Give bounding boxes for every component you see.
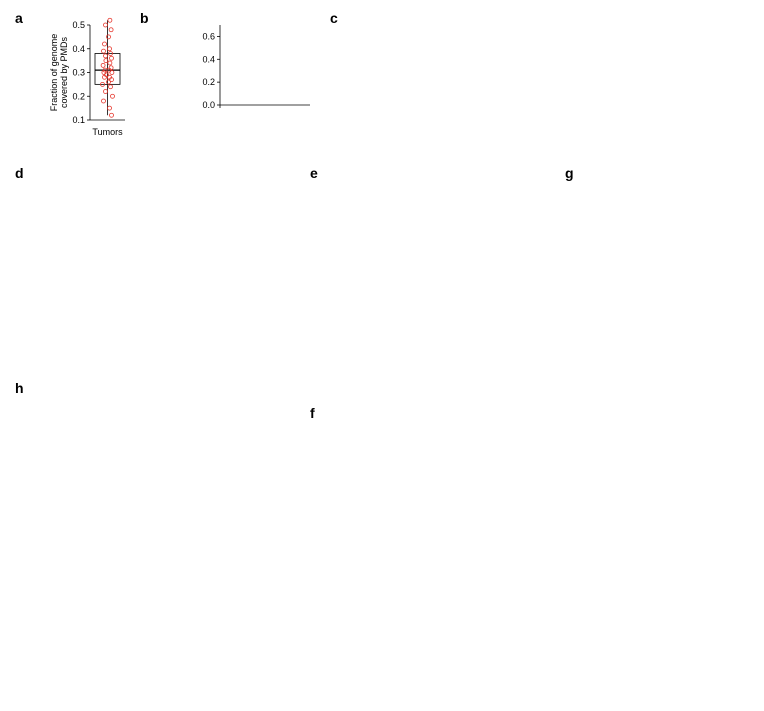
svg-text:0.5: 0.5: [72, 20, 85, 30]
panel-e: [340, 175, 540, 375]
svg-text:0.2: 0.2: [202, 77, 215, 87]
panel-f: [340, 415, 540, 690]
panel-h: [35, 390, 295, 600]
svg-text:Fraction of genomecovered by P: Fraction of genomecovered by PMDs: [49, 34, 69, 112]
svg-text:0.4: 0.4: [72, 44, 85, 54]
label-c: c: [330, 10, 338, 26]
panel-d: [40, 175, 290, 350]
svg-text:0.6: 0.6: [202, 31, 215, 41]
panel-c: [355, 20, 745, 150]
label-h: h: [15, 380, 24, 396]
svg-text:0.2: 0.2: [72, 91, 85, 101]
svg-text:0.4: 0.4: [202, 54, 215, 64]
svg-text:Tumors: Tumors: [92, 127, 123, 137]
panel-g: [585, 175, 750, 605]
svg-text:0.1: 0.1: [72, 115, 85, 125]
label-a: a: [15, 10, 23, 26]
label-e: e: [310, 165, 318, 181]
svg-text:0.3: 0.3: [72, 68, 85, 78]
figure: a 0.1 0.2 0.3 0.4 0.5Fraction of genomecover…: [10, 10, 754, 701]
label-f: f: [310, 405, 315, 421]
svg-text:0.0: 0.0: [202, 100, 215, 110]
label-b: b: [140, 10, 149, 26]
label-d: d: [15, 165, 24, 181]
panel-b: 0.0 0.2 0.4 0.6: [175, 20, 315, 150]
label-g: g: [565, 165, 574, 181]
panel-a: 0.1 0.2 0.3 0.4 0.5Fraction of genomecovered…: [45, 20, 125, 150]
